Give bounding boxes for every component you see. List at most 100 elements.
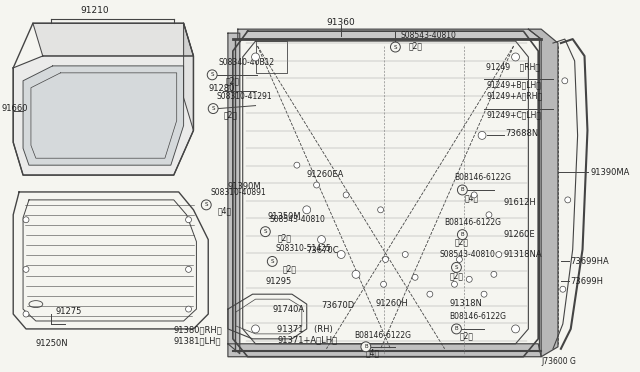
Polygon shape: [33, 23, 193, 56]
Circle shape: [186, 306, 191, 312]
Circle shape: [343, 192, 349, 198]
Text: 91249    （RH）: 91249 （RH）: [486, 62, 540, 71]
Circle shape: [202, 200, 211, 210]
Text: S08340-40B12: S08340-40B12: [218, 58, 274, 67]
Text: B08146-6122G: B08146-6122G: [354, 331, 411, 340]
Circle shape: [207, 70, 217, 80]
Text: S08543-40810: S08543-40810: [400, 31, 456, 40]
Circle shape: [481, 291, 487, 297]
Text: S08543-40810: S08543-40810: [269, 215, 325, 224]
Text: 73699HA: 73699HA: [571, 257, 609, 266]
Text: 91350M: 91350M: [268, 212, 301, 221]
Text: （4）: （4）: [218, 207, 232, 216]
Circle shape: [486, 212, 492, 218]
Text: 73670D: 73670D: [321, 301, 355, 310]
Circle shape: [562, 78, 568, 84]
Text: （4）: （4）: [465, 193, 479, 202]
Text: S08310-51425: S08310-51425: [275, 244, 331, 253]
Text: （2）: （2）: [449, 271, 463, 280]
Text: S08310-41291: S08310-41291: [216, 92, 272, 101]
Circle shape: [317, 235, 326, 244]
Circle shape: [565, 197, 571, 203]
Circle shape: [352, 270, 360, 278]
Circle shape: [383, 256, 388, 262]
Text: 91249+B（LH）: 91249+B（LH）: [486, 81, 541, 90]
Circle shape: [252, 325, 259, 333]
Circle shape: [458, 230, 467, 240]
Text: 91740A: 91740A: [272, 305, 305, 314]
Text: 91360: 91360: [326, 18, 355, 27]
Text: B08146-6122G: B08146-6122G: [454, 173, 511, 182]
Circle shape: [23, 266, 29, 272]
Circle shape: [471, 192, 477, 198]
Text: （2）: （2）: [460, 331, 474, 340]
Circle shape: [294, 162, 300, 168]
Circle shape: [456, 256, 462, 262]
Circle shape: [186, 266, 191, 272]
Circle shape: [337, 250, 345, 259]
Circle shape: [186, 217, 191, 223]
Circle shape: [252, 53, 259, 61]
Text: （2）: （2）: [454, 238, 468, 247]
Text: S08543-40810: S08543-40810: [440, 250, 495, 259]
Text: S: S: [454, 265, 458, 270]
Text: （2）: （2）: [277, 234, 291, 243]
Text: 73688N: 73688N: [506, 129, 539, 138]
Text: S: S: [271, 259, 274, 264]
Circle shape: [390, 42, 400, 52]
Circle shape: [452, 281, 458, 287]
Circle shape: [560, 286, 566, 292]
Text: （4）: （4）: [366, 349, 380, 358]
Circle shape: [467, 276, 472, 282]
Text: B08146-6122G: B08146-6122G: [449, 312, 507, 321]
Text: B08146-6122G: B08146-6122G: [445, 218, 502, 227]
Text: 91260H: 91260H: [376, 299, 408, 308]
Circle shape: [268, 256, 277, 266]
Polygon shape: [238, 29, 541, 39]
Circle shape: [452, 324, 461, 334]
Text: （2）: （2）: [408, 41, 422, 50]
Text: 91318N: 91318N: [449, 299, 483, 308]
Text: B: B: [461, 232, 464, 237]
Circle shape: [403, 251, 408, 257]
Circle shape: [452, 262, 461, 272]
Circle shape: [260, 227, 270, 237]
Circle shape: [381, 281, 387, 287]
Circle shape: [303, 206, 310, 214]
Circle shape: [491, 271, 497, 277]
Polygon shape: [13, 56, 193, 175]
Text: 73670C: 73670C: [307, 246, 339, 254]
Text: B: B: [364, 344, 367, 349]
Text: 91380（RH）: 91380（RH）: [174, 325, 223, 334]
Text: 91318NA: 91318NA: [504, 250, 542, 259]
Text: 73699H: 73699H: [571, 277, 604, 286]
Text: J73600 G: J73600 G: [541, 357, 576, 366]
Text: 91249+A（RH）: 91249+A（RH）: [486, 92, 542, 101]
Text: （2）: （2）: [226, 77, 240, 86]
Text: S: S: [205, 202, 208, 207]
Text: 91371+A（LH）: 91371+A（LH）: [277, 335, 337, 344]
Text: 91280: 91280: [208, 84, 235, 93]
Text: B: B: [461, 187, 464, 192]
Polygon shape: [529, 29, 558, 357]
Text: （2）: （2）: [283, 264, 297, 273]
Circle shape: [496, 251, 502, 257]
Text: 91250N: 91250N: [36, 339, 68, 348]
Text: 91612H: 91612H: [504, 198, 536, 207]
Text: S: S: [394, 45, 397, 49]
Polygon shape: [228, 33, 240, 354]
Circle shape: [314, 182, 319, 188]
Circle shape: [511, 53, 520, 61]
Text: 91660: 91660: [1, 104, 28, 113]
Text: S: S: [211, 72, 214, 77]
Text: 91249+C（LH）: 91249+C（LH）: [486, 110, 541, 119]
Circle shape: [378, 207, 383, 213]
Polygon shape: [184, 23, 193, 131]
Text: 91295: 91295: [266, 277, 292, 286]
Text: S: S: [264, 229, 267, 234]
Text: 91260EA: 91260EA: [307, 170, 344, 179]
Circle shape: [23, 217, 29, 223]
Text: B: B: [454, 326, 458, 331]
Circle shape: [478, 131, 486, 140]
Text: （2）: （2）: [224, 110, 238, 119]
